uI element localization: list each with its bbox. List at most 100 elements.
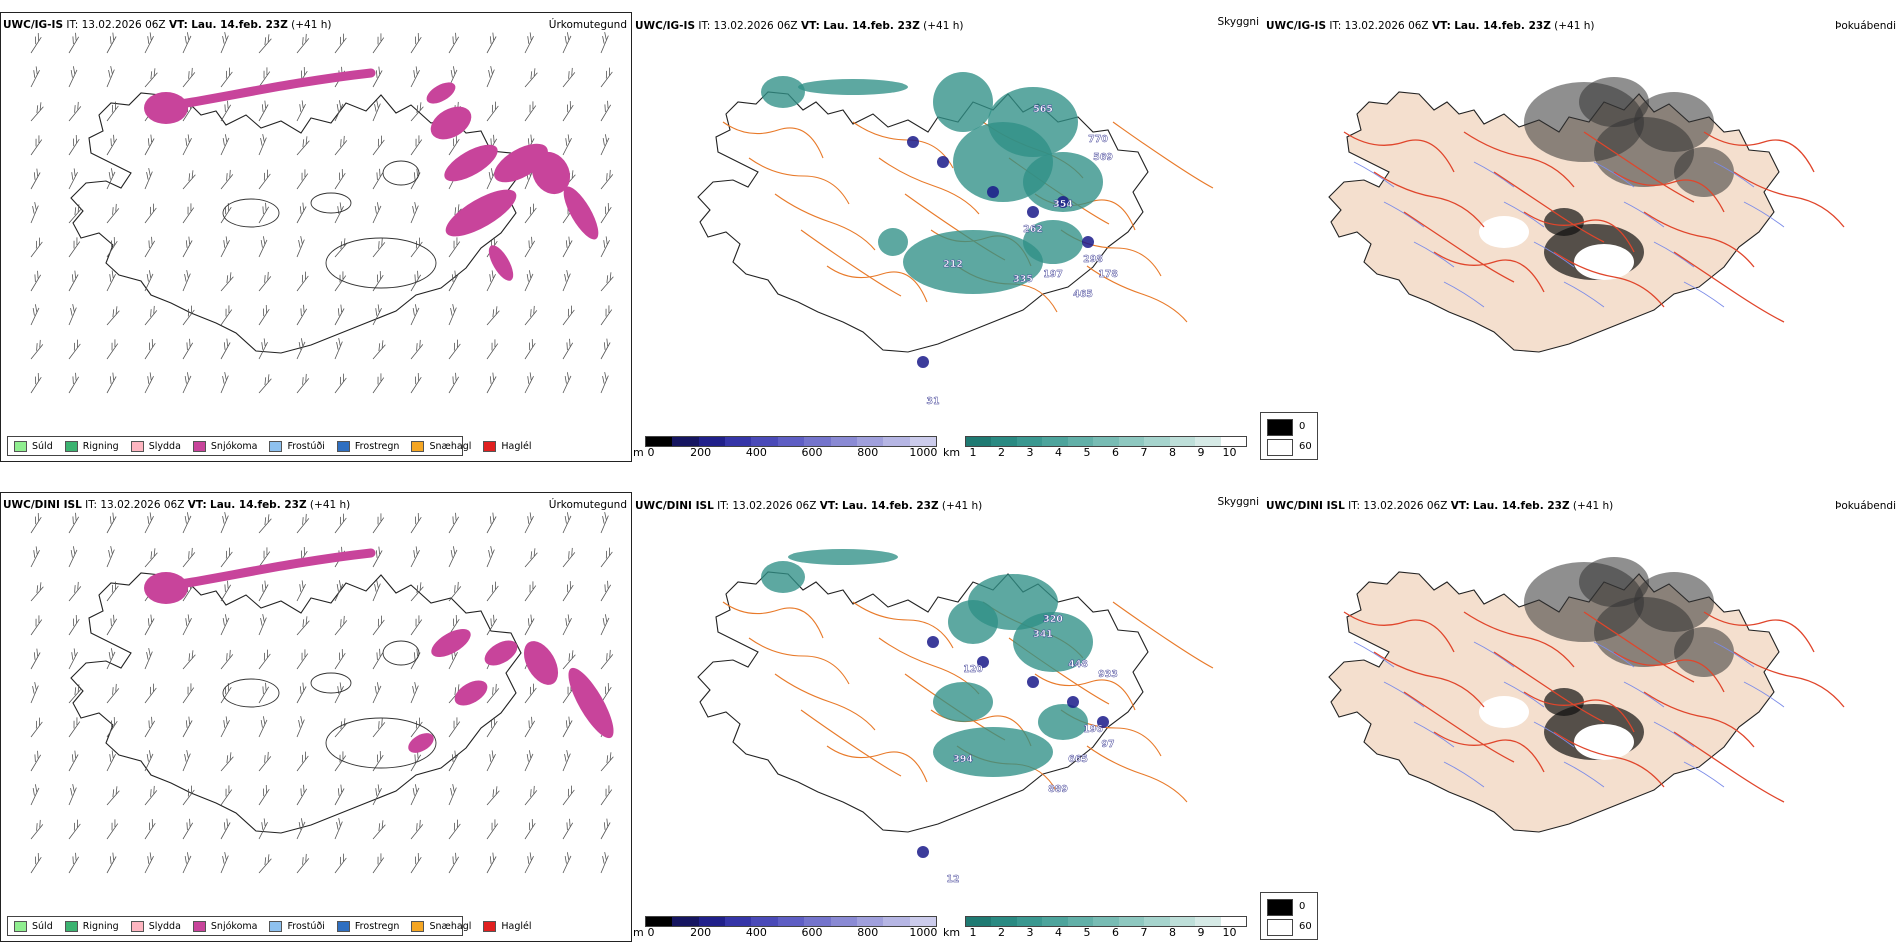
legend-swatch bbox=[269, 440, 283, 452]
wind-barb bbox=[486, 750, 496, 772]
wind-barb bbox=[600, 649, 614, 670]
river-line bbox=[1413, 721, 1455, 748]
wind-barb bbox=[144, 614, 155, 636]
wind-barb bbox=[68, 750, 79, 772]
wind-barb bbox=[334, 853, 347, 874]
wind-barb bbox=[562, 818, 574, 840]
road-line bbox=[1343, 131, 1455, 173]
river-line bbox=[1413, 241, 1455, 268]
wind-barb bbox=[258, 202, 270, 224]
road-line bbox=[748, 637, 850, 685]
wind-barb bbox=[296, 853, 310, 874]
river-line bbox=[1473, 161, 1515, 188]
fog-index-legend: 0 60 bbox=[1260, 412, 1318, 460]
wind-barb bbox=[68, 304, 77, 326]
road-line bbox=[1373, 651, 1485, 708]
wind-barb bbox=[524, 101, 537, 122]
wind-barb bbox=[372, 373, 385, 394]
colorbar-tick: 10 bbox=[1222, 446, 1237, 459]
wind-barb bbox=[486, 101, 499, 122]
road-line bbox=[1493, 171, 1605, 243]
legend-label: Rigning bbox=[82, 440, 119, 452]
legend-label: Súld bbox=[32, 920, 53, 932]
wind-barb bbox=[486, 512, 497, 534]
wind-barb bbox=[144, 512, 154, 534]
snow-area bbox=[568, 667, 614, 739]
road-line bbox=[1523, 691, 1635, 733]
road-line bbox=[1112, 121, 1214, 189]
wind-barb bbox=[600, 614, 610, 636]
wind-barb bbox=[182, 614, 192, 636]
wind-barb bbox=[68, 372, 80, 394]
wind-barb bbox=[372, 648, 384, 670]
wind-barb bbox=[68, 270, 79, 292]
fog-dense-area bbox=[1634, 92, 1714, 152]
wind-barb bbox=[296, 580, 306, 602]
glacier-white bbox=[1574, 244, 1634, 280]
wind-barb bbox=[524, 270, 534, 292]
wind-barb bbox=[562, 101, 574, 122]
snow-area bbox=[494, 143, 548, 183]
colorbar-tick: 5 bbox=[1083, 446, 1091, 459]
wind-barb bbox=[296, 513, 310, 534]
wind-barb bbox=[258, 100, 269, 122]
wind-barb bbox=[258, 580, 269, 602]
wind-barb bbox=[30, 513, 42, 534]
road-line bbox=[1463, 611, 1575, 668]
legend-label: Haglél bbox=[501, 440, 532, 452]
wind-barb bbox=[524, 305, 538, 326]
glacier-contour bbox=[222, 198, 280, 228]
wind-barb bbox=[258, 751, 272, 772]
wind-barb bbox=[334, 615, 348, 636]
wind-barb bbox=[334, 135, 348, 156]
road-line bbox=[1373, 171, 1485, 228]
wind-barb bbox=[144, 683, 157, 704]
wind-barb bbox=[106, 134, 118, 156]
wind-barb bbox=[258, 34, 272, 54]
snow-area bbox=[426, 82, 456, 104]
fog-dense-area bbox=[1674, 627, 1734, 677]
wind-barb bbox=[68, 546, 78, 568]
wind-barb bbox=[410, 270, 422, 292]
fog-dense-area bbox=[1544, 208, 1584, 236]
legend-item: Slydda bbox=[130, 440, 181, 452]
low-visibility-area bbox=[903, 230, 1043, 294]
cloud-ceiling-spot bbox=[1027, 206, 1039, 218]
colorbar-tick: 800 bbox=[857, 926, 879, 939]
cloud-ceiling-spot bbox=[1057, 196, 1069, 208]
wind-barb bbox=[30, 304, 40, 326]
wind-barb bbox=[562, 852, 572, 874]
wind-barb bbox=[30, 202, 39, 224]
wind-barb bbox=[30, 270, 42, 292]
legend-item: Haglél bbox=[483, 440, 532, 452]
fog-legend-label: 60 bbox=[1299, 441, 1312, 452]
colorbar-tick: 600 bbox=[801, 446, 823, 459]
wind-barb bbox=[600, 32, 609, 54]
wind-barb bbox=[220, 67, 233, 88]
wind-barb bbox=[372, 784, 382, 806]
snow-area bbox=[523, 641, 559, 685]
wind-barb bbox=[220, 134, 230, 156]
road-line bbox=[1613, 171, 1725, 213]
wind-barb bbox=[220, 305, 233, 326]
legend-label: Frostúði bbox=[287, 920, 325, 932]
legend-swatch bbox=[14, 920, 27, 932]
cloud-base-label: 120 bbox=[963, 664, 983, 675]
wind-barb bbox=[220, 752, 234, 772]
cloud-base-label: 197 bbox=[1043, 269, 1063, 280]
wind-barb bbox=[258, 614, 267, 636]
wind-barb bbox=[258, 854, 272, 874]
wind-barb bbox=[334, 100, 344, 122]
river-line bbox=[1653, 241, 1695, 268]
precip-map bbox=[30, 512, 614, 874]
wind-barb bbox=[448, 852, 460, 874]
river-line bbox=[1743, 681, 1785, 708]
wind-barb bbox=[334, 513, 347, 534]
road-line bbox=[1034, 673, 1136, 711]
wind-barb bbox=[258, 374, 272, 394]
wind-barb bbox=[30, 717, 43, 738]
colorbar-tick: 1000 bbox=[909, 446, 938, 459]
wind-barb bbox=[334, 271, 347, 292]
river-line bbox=[1533, 721, 1575, 748]
river-line bbox=[1503, 201, 1545, 228]
